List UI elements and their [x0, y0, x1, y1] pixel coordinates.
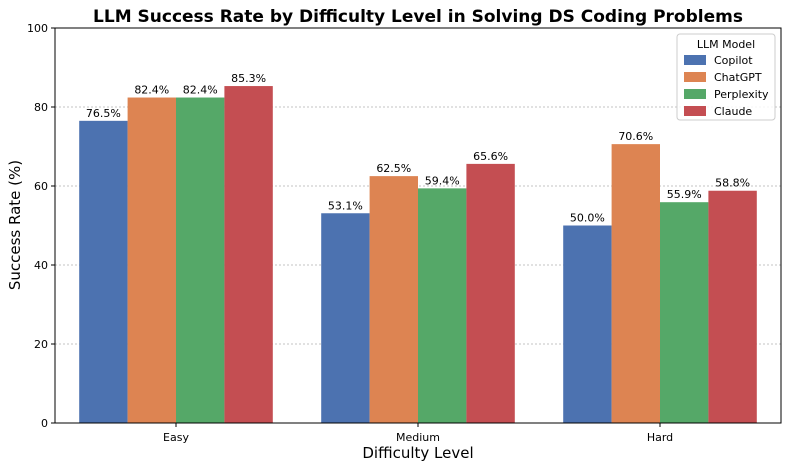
legend-title: LLM Model [697, 38, 755, 51]
data-label: 76.5% [86, 107, 121, 120]
legend-swatch-perplexity [684, 89, 706, 99]
bar-copilot-easy [79, 120, 128, 423]
data-label: 65.6% [473, 150, 508, 163]
y-tick-label: 60 [34, 180, 48, 193]
legend-label: Perplexity [714, 88, 769, 101]
bar-claude-medium [466, 163, 515, 423]
data-label: 62.5% [376, 162, 411, 175]
x-axis-label: Difficulty Level [362, 444, 473, 462]
legend-label: Claude [714, 105, 752, 118]
legend-items: Copilot ChatGPT Perplexity Claude [684, 54, 769, 118]
x-tick-label: Medium [396, 431, 440, 444]
legend-swatch-claude [684, 106, 706, 116]
data-labels: 76.5% 82.4% 82.4% 85.3% 53.1% 62.5% 59.4% 65.6%… [86, 72, 750, 224]
bar-perplexity-medium [418, 188, 467, 423]
bar-copilot-hard [563, 225, 612, 423]
y-axis-ticks: 0 20 40 60 80 100 [27, 22, 55, 430]
chart-title: LLM Success Rate by Difficulty Level in … [93, 7, 743, 27]
y-tick-label: 40 [34, 259, 48, 272]
x-tick-label: Hard [647, 431, 673, 444]
y-tick-label: 20 [34, 338, 48, 351]
bar-perplexity-easy [176, 97, 225, 424]
legend: LLM Model Copilot ChatGPT Perplexity Claude [676, 33, 776, 121]
data-label: 85.3% [231, 72, 266, 85]
legend-swatch-chatgpt [684, 72, 706, 82]
y-axis-label: Success Rate (%) [6, 160, 24, 290]
legend-label: ChatGPT [714, 71, 762, 84]
x-tick-label: Easy [163, 431, 189, 444]
bar-copilot-medium [321, 213, 370, 423]
data-label: 53.1% [328, 199, 363, 212]
data-label: 55.9% [667, 188, 702, 201]
x-axis-ticks: Easy Medium Hard [163, 423, 673, 444]
bar-claude-easy [224, 86, 273, 423]
data-label: 82.4% [183, 84, 218, 97]
y-tick-label: 0 [41, 417, 48, 430]
bar-perplexity-hard [660, 202, 709, 423]
bar-claude-hard [708, 190, 757, 423]
bar-chatgpt-easy [127, 97, 176, 424]
bar-chatgpt-hard [611, 144, 660, 423]
legend-label: Copilot [714, 54, 753, 67]
y-tick-label: 100 [27, 22, 48, 35]
legend-swatch-copilot [684, 55, 706, 65]
data-label: 58.8% [715, 177, 750, 190]
data-label: 50.0% [570, 212, 605, 225]
bars [79, 86, 757, 424]
y-tick-label: 80 [34, 101, 48, 114]
data-label: 59.4% [425, 174, 460, 187]
bar-chatgpt-medium [369, 176, 418, 423]
data-label: 82.4% [134, 84, 169, 97]
data-label: 70.6% [618, 130, 653, 143]
